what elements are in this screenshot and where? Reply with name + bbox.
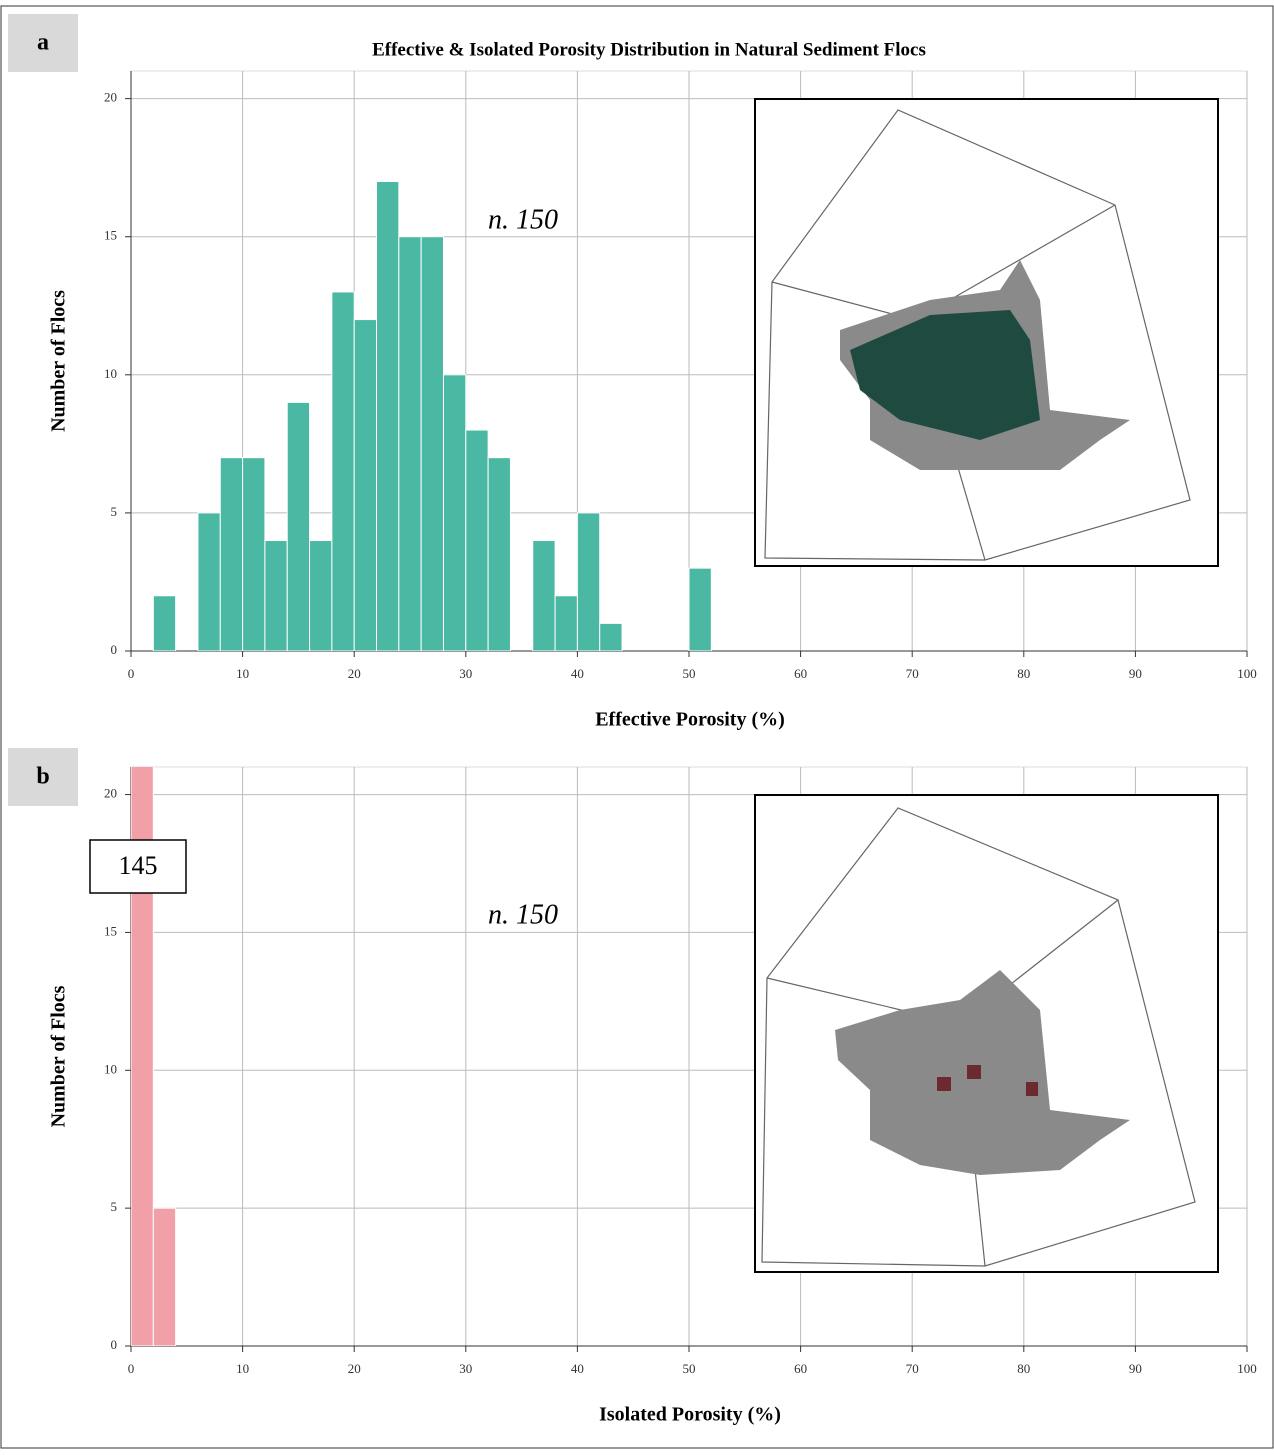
x-tick-label: 80 (1017, 666, 1030, 681)
bar (152, 595, 177, 651)
bar (152, 1207, 177, 1346)
x-tick-label: 30 (459, 666, 472, 681)
x-tick-label: 90 (1129, 666, 1142, 681)
x-tick-label: 20 (348, 666, 361, 681)
pore-render (967, 1065, 981, 1079)
bar (219, 457, 244, 651)
x-tick-label: 90 (1129, 1361, 1142, 1376)
x-axis-label: Effective Porosity (%) (595, 709, 785, 731)
x-tick-label: 40 (571, 666, 584, 681)
y-tick-label: 0 (111, 1337, 118, 1352)
value-label: 145 (119, 851, 158, 880)
bars (152, 180, 712, 651)
bar (309, 540, 333, 651)
bar (376, 180, 400, 651)
x-axis-label: Isolated Porosity (%) (599, 1404, 781, 1426)
y-tick-label: 10 (104, 1061, 117, 1076)
floc-render (835, 970, 1130, 1175)
x-tick-label: 40 (571, 1361, 584, 1376)
bar (331, 291, 355, 651)
panel-label-box (8, 14, 78, 72)
x-tick-label: 100 (1237, 1361, 1257, 1376)
bar (465, 429, 489, 651)
x-tick-label: 0 (128, 666, 135, 681)
x-tick-label: 70 (906, 1361, 919, 1376)
y-tick-label: 5 (111, 504, 118, 519)
bar (599, 622, 623, 651)
x-tick-label: 10 (236, 1361, 249, 1376)
y-axis-label: Number of Flocs (48, 290, 70, 432)
y-tick-label: 15 (104, 228, 117, 243)
x-tick-label: 10 (236, 666, 249, 681)
panel-label-box (8, 748, 78, 806)
bar (420, 236, 444, 651)
x-tick-label: 0 (128, 1361, 135, 1376)
bar (487, 457, 511, 651)
x-tick-label: 30 (459, 1361, 472, 1376)
pore-render (1026, 1082, 1038, 1096)
chart-title: Effective & Isolated Porosity Distributi… (372, 39, 926, 60)
y-axis-label: Number of Flocs (48, 985, 70, 1127)
x-tick-label: 60 (794, 666, 807, 681)
bar (264, 540, 288, 651)
bar (554, 595, 578, 651)
bar (398, 236, 422, 651)
inset-image-b (754, 794, 1219, 1273)
bar (442, 374, 467, 651)
panel-label: b (36, 764, 49, 790)
x-tick-label: 50 (683, 1361, 696, 1376)
inset-image-a (754, 98, 1219, 567)
y-tick-label: 0 (111, 642, 118, 657)
x-tick-label: 70 (906, 666, 919, 681)
pore-render (937, 1077, 951, 1091)
bar (197, 512, 221, 651)
bars (131, 767, 177, 1346)
bar (532, 540, 556, 651)
panel-label: a (37, 30, 49, 56)
y-tick-label: 5 (111, 1199, 118, 1214)
pore-render (850, 310, 1040, 440)
x-tick-label: 100 (1237, 666, 1257, 681)
y-tick-label: 20 (104, 90, 117, 105)
bar (353, 319, 378, 651)
value-label-box (89, 839, 187, 894)
y-tick-label: 20 (104, 786, 117, 801)
y-tick-label: 15 (104, 923, 117, 938)
bar (688, 567, 712, 651)
y-tick-label: 10 (104, 366, 117, 381)
x-tick-label: 60 (794, 1361, 807, 1376)
bar (242, 457, 266, 651)
annotation: n. 150 (488, 899, 558, 930)
x-tick-label: 20 (348, 1361, 361, 1376)
x-tick-label: 80 (1017, 1361, 1030, 1376)
bar (576, 512, 601, 651)
annotation: n. 150 (488, 204, 558, 235)
bar (286, 401, 311, 651)
x-tick-label: 50 (683, 666, 696, 681)
bar (131, 767, 154, 1346)
